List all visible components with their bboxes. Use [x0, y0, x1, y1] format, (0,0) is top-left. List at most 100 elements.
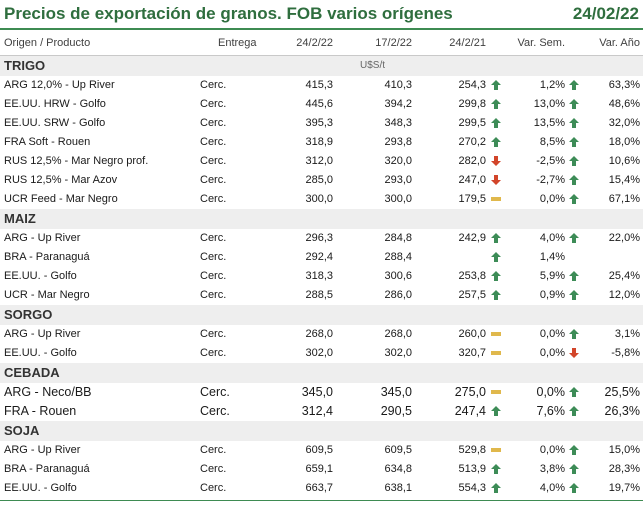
row-year-change: 63,3% — [608, 79, 640, 91]
row-year-change: 10,6% — [608, 155, 640, 167]
row-delivery: Cerc. — [200, 463, 227, 475]
row-year-change: 18,0% — [608, 136, 640, 148]
section-header-cebada: CEBADA — [0, 363, 643, 383]
arrow-up-icon — [490, 482, 502, 494]
row-price-current: 663,7 — [305, 482, 333, 494]
section-header-soja: SOJA — [0, 421, 643, 441]
row-price-prev-year: 275,0 — [454, 385, 486, 399]
row-price-current: 415,3 — [305, 79, 333, 91]
row-week-change: 5,9% — [539, 270, 565, 282]
row-price-prev-year: 257,5 — [458, 289, 486, 301]
row-price-current: 300,0 — [305, 193, 333, 205]
row-price-prev-week: 320,0 — [384, 155, 412, 167]
row-price-current: 312,0 — [305, 155, 333, 167]
arrow-up-icon — [568, 386, 580, 398]
section-header-trigo: TRIGO U$S/t — [0, 56, 643, 76]
row-year-change: 67,1% — [608, 193, 640, 205]
arrow-up-icon — [568, 117, 580, 129]
arrow-up-icon — [568, 155, 580, 167]
row-price-current: 659,1 — [305, 463, 333, 475]
row-origin: ARG - Up River — [4, 232, 81, 244]
row-price-prev-year: 247,4 — [454, 404, 486, 418]
row-price-current: 395,3 — [305, 117, 333, 129]
row-origin: ARG - Neco/BB — [4, 385, 92, 399]
row-year-change: 32,0% — [608, 117, 640, 129]
table-row: RUS 12,5% - Mar Negro prof. Cerc. 312,0 320… — [0, 152, 643, 171]
row-price-current: 296,3 — [305, 232, 333, 244]
row-price-prev-year: 282,0 — [458, 155, 486, 167]
table-row: FRA Soft - Rouen Cerc. 318,9 293,8 270,2 8,5%… — [0, 133, 643, 152]
row-week-change: 3,8% — [539, 463, 565, 475]
row-origin: EE.UU. - Golfo — [4, 482, 77, 494]
row-price-prev-week: 284,8 — [384, 232, 412, 244]
row-origin: BRA - Paranaguá — [4, 251, 90, 263]
row-price-prev-week: 293,0 — [384, 174, 412, 186]
row-week-change: 0,0% — [539, 347, 565, 359]
row-year-change: 25,5% — [604, 385, 640, 399]
row-year-change: 3,1% — [614, 328, 640, 340]
flat-dash-icon — [490, 193, 502, 205]
row-delivery: Cerc. — [200, 444, 227, 456]
row-year-change: 12,0% — [608, 289, 640, 301]
row-price-prev-week: 290,5 — [380, 404, 412, 418]
row-price-prev-year: 247,0 — [458, 174, 486, 186]
row-origin: EE.UU. HRW - Golfo — [4, 98, 106, 110]
section-header-maiz: MAIZ — [0, 209, 643, 229]
arrow-up-icon — [490, 289, 502, 301]
row-week-change: 0,0% — [539, 444, 565, 456]
row-price-prev-year: 254,3 — [458, 79, 486, 91]
row-delivery: Cerc. — [200, 155, 227, 167]
row-week-change: 8,5% — [539, 136, 565, 148]
header-date-2: 17/2/22 — [375, 37, 412, 49]
row-price-prev-year: 320,7 — [458, 347, 486, 359]
arrow-up-icon — [568, 193, 580, 205]
section-header-sorgo: SORGO — [0, 305, 643, 325]
row-week-change: 4,0% — [539, 232, 565, 244]
row-price-prev-week: 268,0 — [384, 328, 412, 340]
table-row: BRA - Paranaguá Cerc. 292,4 288,4 1,4% — [0, 248, 643, 267]
row-week-change: -2,5% — [536, 155, 565, 167]
section-title: TRIGO — [4, 58, 46, 73]
arrow-up-icon — [490, 251, 502, 263]
arrow-up-icon — [490, 270, 502, 282]
row-week-change: 0,0% — [536, 385, 566, 399]
price-table: TRIGO U$S/t ARG 12,0% - Up River Cerc. 415,3… — [0, 56, 643, 498]
arrow-up-icon — [490, 232, 502, 244]
row-price-prev-week: 300,6 — [384, 270, 412, 282]
arrow-down-icon — [490, 155, 502, 167]
flat-dash-icon — [490, 386, 502, 398]
row-price-current: 285,0 — [305, 174, 333, 186]
header-origin: Origen / Producto — [4, 37, 91, 49]
row-price-prev-week: 345,0 — [380, 385, 412, 399]
table-row: ARG - Neco/BB Cerc. 345,0 345,0 275,0 0,0% 25,… — [0, 383, 643, 402]
row-week-change: 7,6% — [536, 404, 566, 418]
row-origin: RUS 12,5% - Mar Negro prof. — [4, 155, 149, 167]
row-price-current: 318,9 — [305, 136, 333, 148]
table-row: RUS 12,5% - Mar Azov Cerc. 285,0 293,0 247,0… — [0, 171, 643, 190]
row-week-change: 13,5% — [533, 117, 565, 129]
row-price-current: 609,5 — [305, 444, 333, 456]
arrow-up-icon — [490, 79, 502, 91]
unit-label: U$S/t — [360, 60, 386, 71]
row-origin: FRA Soft - Rouen — [4, 136, 91, 148]
row-price-prev-week: 293,8 — [384, 136, 412, 148]
arrow-up-icon — [490, 136, 502, 148]
table-row: EE.UU. SRW - Golfo Cerc. 395,3 348,3 299,5 13… — [0, 114, 643, 133]
row-origin: ARG 12,0% - Up River — [4, 79, 115, 91]
header-date-1: 24/2/22 — [296, 37, 333, 49]
row-year-change: 19,7% — [608, 482, 640, 494]
row-delivery: Cerc. — [200, 482, 227, 494]
row-delivery: Cerc. — [200, 98, 227, 110]
row-price-current: 288,5 — [305, 289, 333, 301]
row-price-current: 268,0 — [305, 328, 333, 340]
row-week-change: 0,0% — [539, 193, 565, 205]
row-origin: EE.UU. - Golfo — [4, 270, 77, 282]
row-price-current: 292,4 — [305, 251, 333, 263]
row-week-change: 4,0% — [539, 482, 565, 494]
arrow-up-icon — [490, 98, 502, 110]
report-date: 24/02/22 — [572, 4, 639, 23]
row-price-prev-year: 529,8 — [458, 444, 486, 456]
header-delivery: Entrega — [218, 37, 257, 49]
row-price-prev-week: 302,0 — [384, 347, 412, 359]
row-price-current: 312,4 — [301, 404, 333, 418]
